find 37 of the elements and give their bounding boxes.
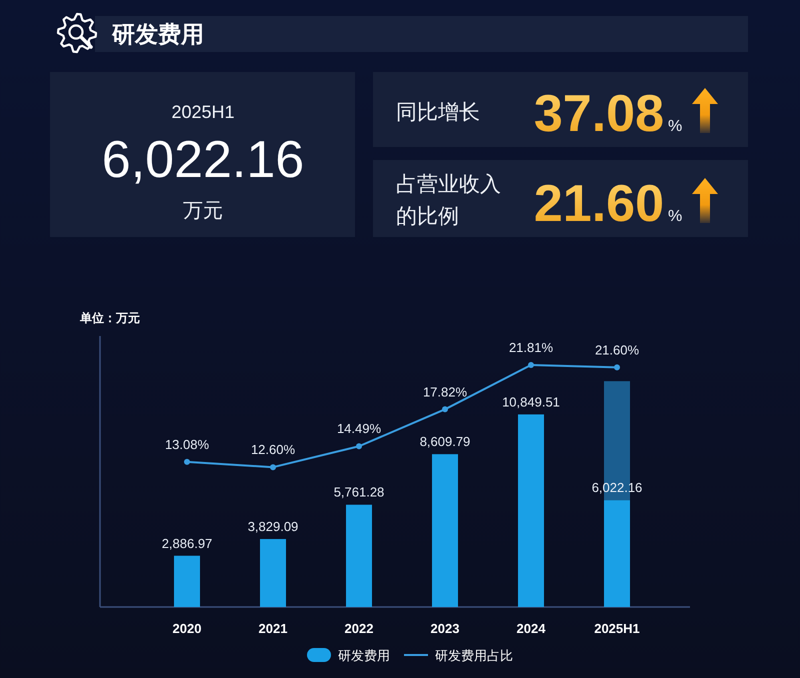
x-tick-label: 2023: [430, 621, 460, 636]
data-label: 13.08%: [164, 436, 210, 452]
data-label: 10,849.51: [502, 394, 560, 410]
data-label: 21.81%: [508, 340, 554, 356]
bar: [604, 500, 630, 607]
text: 同比增长: [396, 101, 480, 124]
text: 研发费用: [111, 21, 204, 47]
text: 占营业收入的比例: [396, 173, 501, 228]
x-tick-label: 2022: [344, 621, 374, 636]
text: %: [668, 118, 682, 135]
bar: [260, 539, 286, 607]
data-label: 6,022.16: [592, 480, 642, 496]
data-label: 3,829.09: [248, 519, 298, 534]
x-tick-label: 2020: [172, 621, 202, 636]
data-label: 17.82%: [422, 384, 468, 400]
text: 万元: [183, 200, 223, 222]
x-tick-label: 2025H1: [594, 621, 640, 636]
bar: [518, 414, 544, 607]
text: %: [668, 208, 682, 225]
data-label: 5,761.28: [334, 484, 384, 500]
bar: [346, 504, 372, 607]
data-label: 12.60%: [250, 442, 296, 458]
text: 6,022.16: [102, 131, 304, 189]
text: 2025H1: [171, 102, 235, 122]
x-tick-label: 2021: [258, 621, 288, 636]
data-label: 8,609.79: [420, 434, 470, 450]
text: 37.08: [534, 85, 664, 143]
data-label: 2,886.97: [162, 536, 212, 551]
legend-label: 研发费用占比: [435, 648, 513, 663]
data-label: 14.49%: [336, 421, 382, 436]
legend-label: 研发费用: [338, 648, 390, 663]
bar: [174, 556, 200, 607]
data-label: 21.60%: [594, 342, 640, 358]
text: 21.60: [534, 175, 664, 233]
x-tick-label: 2024: [516, 621, 546, 636]
bar: [432, 454, 458, 607]
y-axis-title: 单位：万元: [79, 311, 140, 325]
